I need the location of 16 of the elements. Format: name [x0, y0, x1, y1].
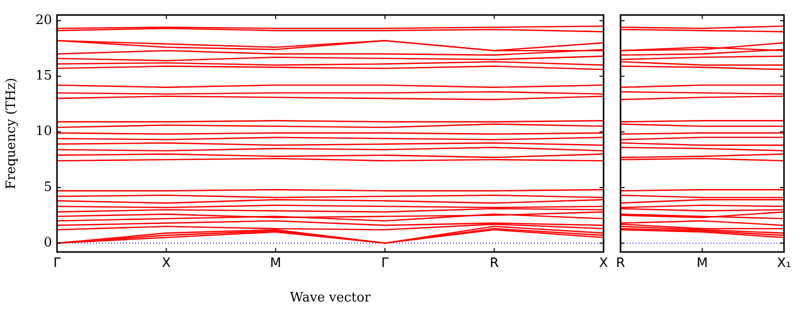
- x-tick-label: X₁: [776, 256, 792, 272]
- x-tick-label: X: [162, 256, 171, 272]
- y-tick-label: 10: [35, 124, 52, 140]
- x-tick-label: Γ: [53, 256, 62, 272]
- x-tick-label: X: [599, 256, 608, 272]
- x-tick-label: M: [270, 256, 282, 272]
- y-axis-title: Frequency (THz): [4, 78, 20, 190]
- y-tick-label: 20: [35, 12, 52, 28]
- x-axis-title: Wave vector: [290, 290, 372, 306]
- x-tick-label: R: [616, 256, 626, 272]
- x-tick-label: M: [696, 256, 708, 272]
- y-tick-label: 15: [35, 68, 52, 84]
- x-tick-label: R: [490, 256, 499, 272]
- x-tick-label: Γ: [381, 256, 390, 272]
- y-tick-label: 5: [44, 180, 52, 195]
- y-tick-label: 0: [44, 235, 52, 250]
